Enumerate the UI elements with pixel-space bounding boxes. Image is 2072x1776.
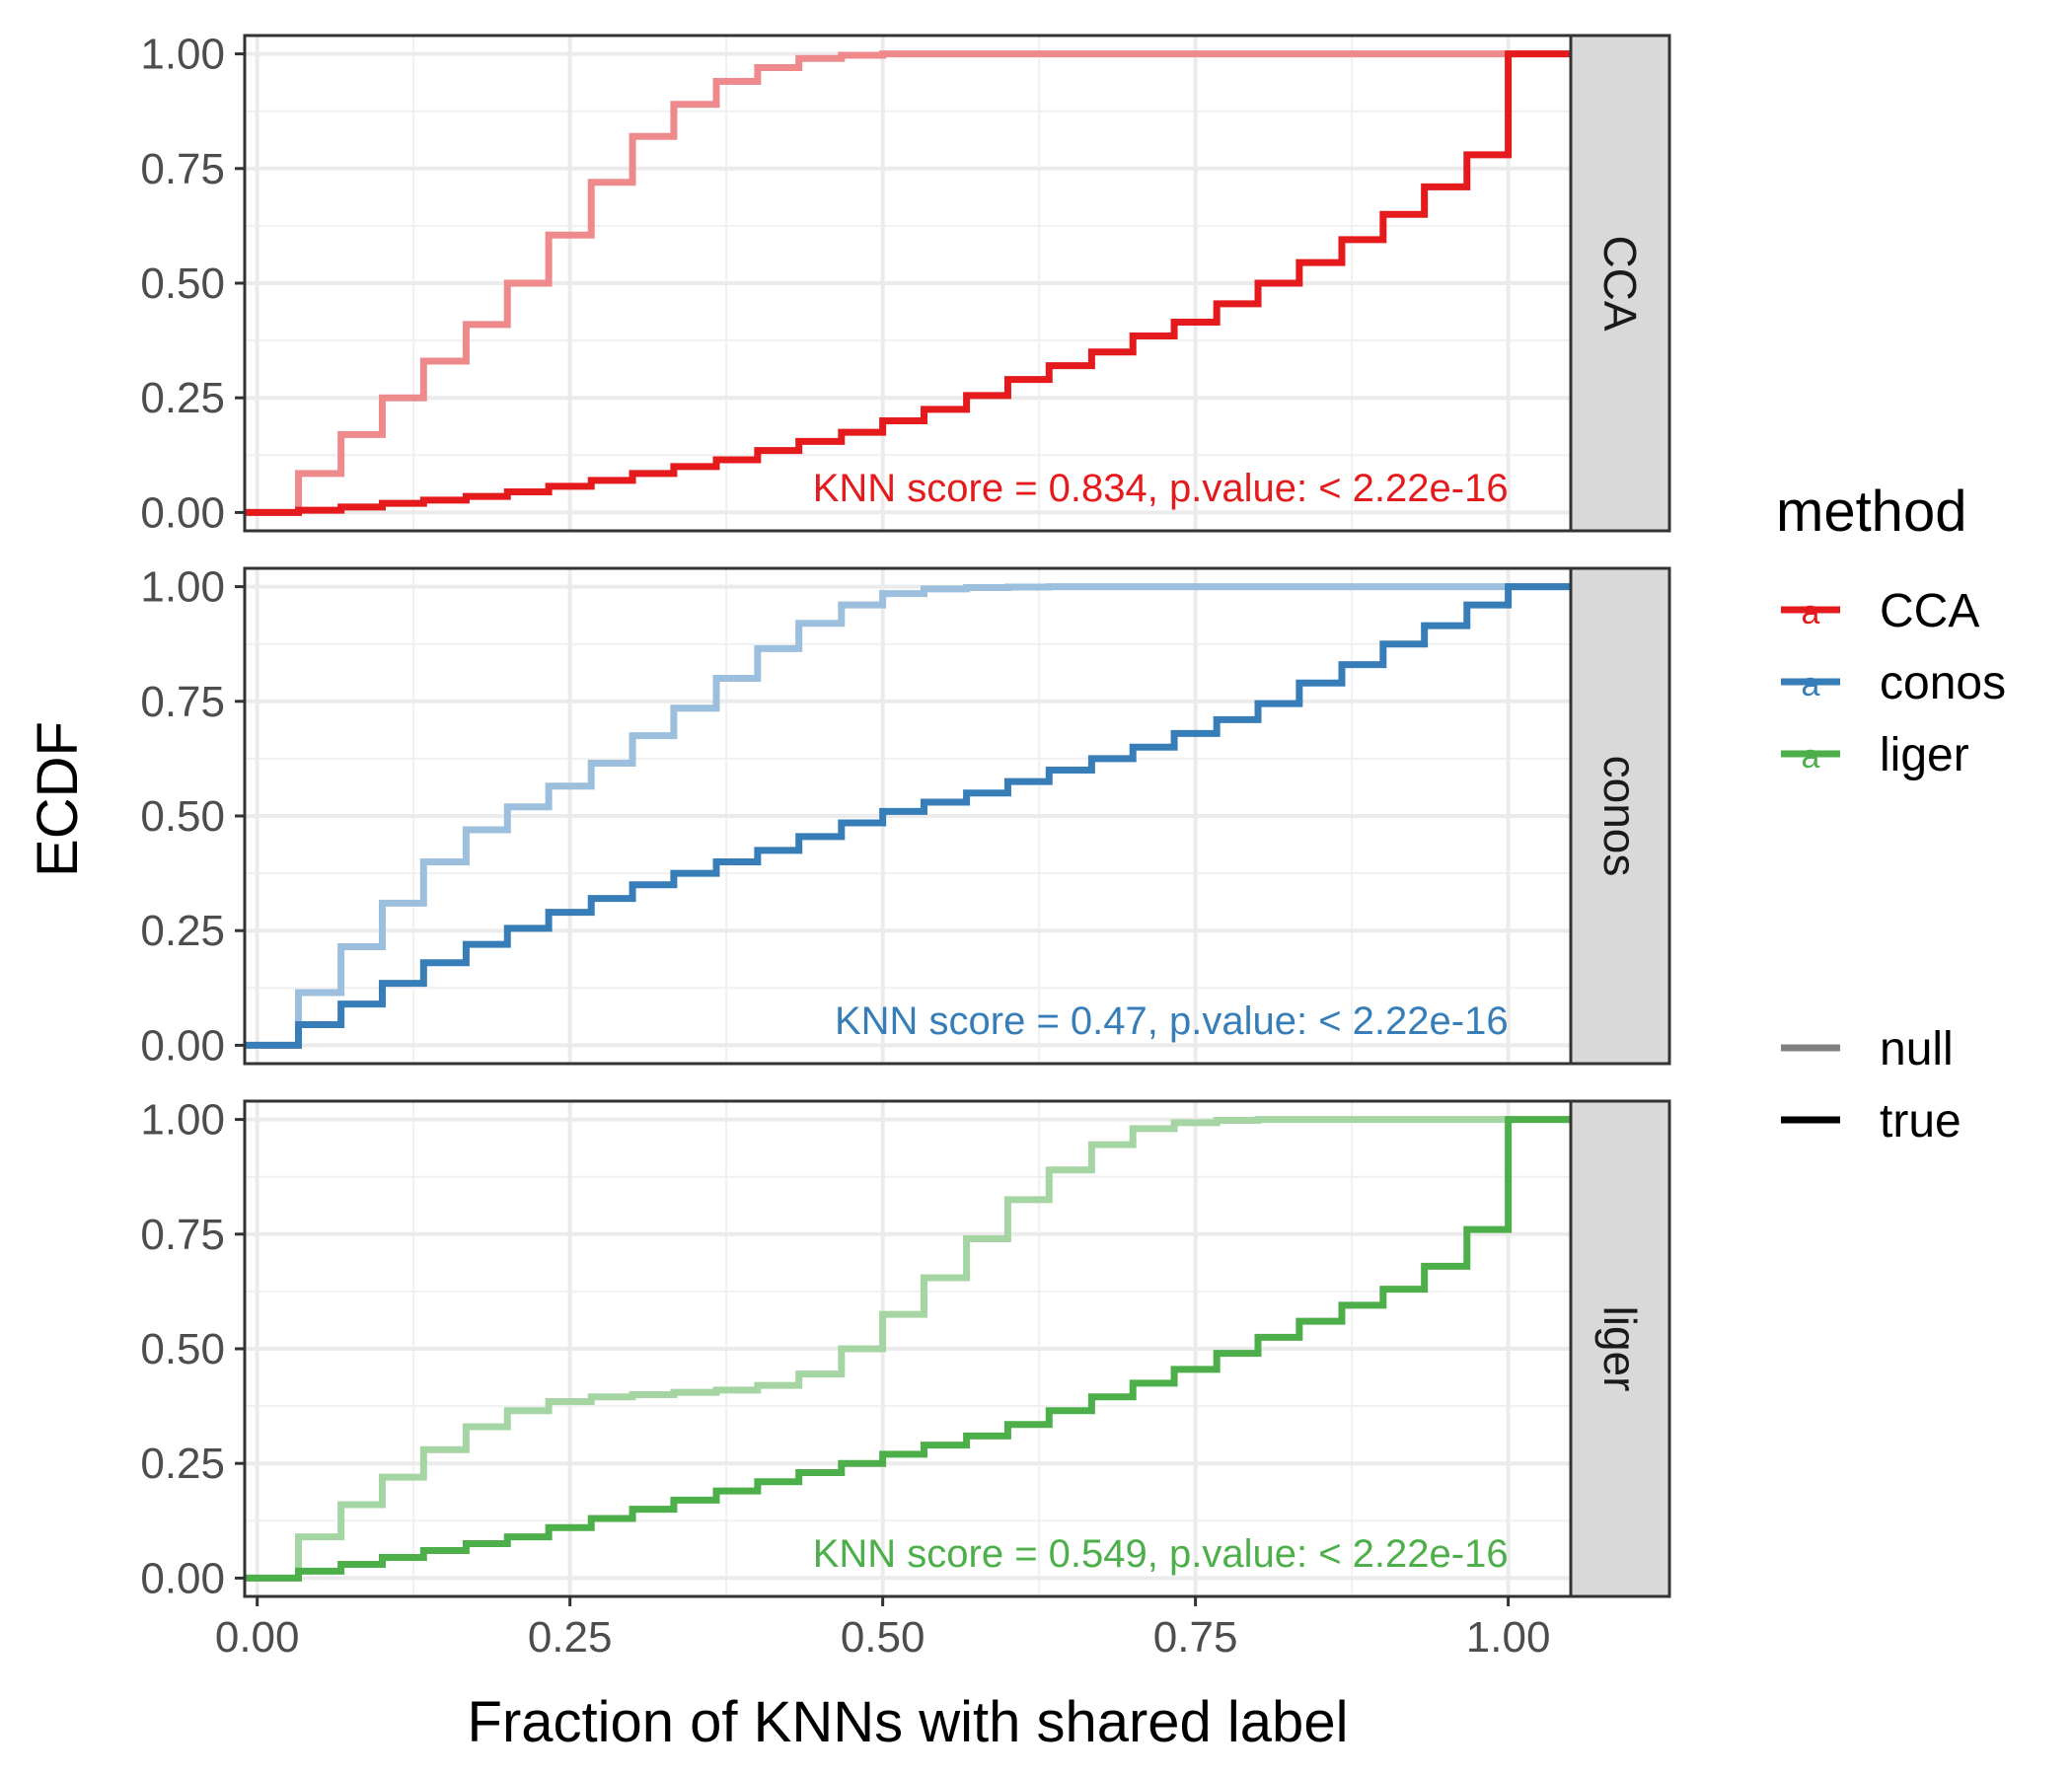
- ecdf-true-CCA: [245, 50, 1571, 516]
- strip-label-conos: conos: [1594, 756, 1646, 877]
- y-tick-label: 0.00: [140, 488, 225, 537]
- legend-key-glyph: a: [1802, 666, 1820, 703]
- knn-score-annotation-CCA: KNN score = 0.834, p.value: < 2.22e-16: [813, 467, 1509, 510]
- y-tick-label: 0.75: [140, 678, 225, 726]
- strip-label-CCA: CCA: [1594, 235, 1646, 331]
- x-tick-label: 0.50: [841, 1613, 925, 1662]
- y-tick-label: 0.75: [140, 145, 225, 193]
- y-axis-title: ECDF: [26, 721, 90, 877]
- x-tick-label: 0.75: [1153, 1613, 1238, 1662]
- facet-CCA: KNN score = 0.834, p.value: < 2.22e-16 CC…: [140, 31, 1671, 537]
- legend-key-glyph: a: [1802, 594, 1820, 631]
- y-tick-label: 0.25: [140, 1440, 225, 1488]
- legend-key-glyph: a: [1802, 738, 1820, 776]
- legend: method a CCA a conos a liger null true: [1776, 480, 2006, 1147]
- y-tick-label: 0.25: [140, 907, 225, 955]
- y-tick-label: 0.00: [140, 1554, 225, 1602]
- y-tick-label: 0.50: [140, 792, 225, 841]
- y-tick-label: 0.00: [140, 1021, 225, 1070]
- knn-score-annotation-liger: KNN score = 0.549, p.value: < 2.22e-16: [813, 1532, 1509, 1576]
- x-tick-label: 0.25: [528, 1613, 613, 1662]
- y-tick-label: 1.00: [140, 563, 225, 612]
- ecdf-null-liger: [245, 1116, 1571, 1582]
- legend-label-liger: liger: [1880, 729, 1969, 781]
- knn-score-annotation-conos: KNN score = 0.47, p.value: < 2.22e-16: [835, 999, 1509, 1043]
- y-tick-label: 0.25: [140, 374, 225, 422]
- legend-label-conos: conos: [1880, 657, 2006, 709]
- y-tick-label: 0.50: [140, 259, 225, 308]
- x-tick-label: 1.00: [1466, 1613, 1551, 1662]
- y-tick-label: 0.75: [140, 1211, 225, 1259]
- ecdf-null-CCA: [245, 50, 1571, 516]
- facet-conos: KNN score = 0.47, p.value: < 2.22e-16 con…: [140, 563, 1671, 1070]
- ecdf-null-conos: [245, 583, 1571, 1049]
- legend-label-CCA: CCA: [1880, 585, 1979, 637]
- ecdf-true-liger: [245, 1116, 1571, 1582]
- ecdf-true-conos: [245, 583, 1571, 1049]
- strip-label-liger: liger: [1594, 1306, 1646, 1392]
- x-axis: 0.00 0.25 0.50 0.75 1.00: [215, 1596, 1551, 1662]
- strip-background: [1569, 1099, 1671, 1598]
- y-tick-label: 0.50: [140, 1325, 225, 1373]
- legend-title: method: [1776, 480, 1966, 544]
- strip-background: [1569, 566, 1671, 1066]
- x-axis-title: Fraction of KNNs with shared label: [468, 1690, 1349, 1754]
- y-tick-label: 1.00: [140, 1096, 225, 1145]
- facet-liger: KNN score = 0.549, p.value: < 2.22e-16 li…: [140, 1096, 1671, 1602]
- strip-background: [1569, 34, 1671, 533]
- legend-label-true: true: [1880, 1095, 1961, 1147]
- legend-label-null: null: [1880, 1023, 1954, 1075]
- facet-panels: KNN score = 0.834, p.value: < 2.22e-16 CC…: [140, 31, 1671, 1602]
- y-tick-label: 1.00: [140, 31, 225, 79]
- x-tick-label: 0.00: [215, 1613, 300, 1662]
